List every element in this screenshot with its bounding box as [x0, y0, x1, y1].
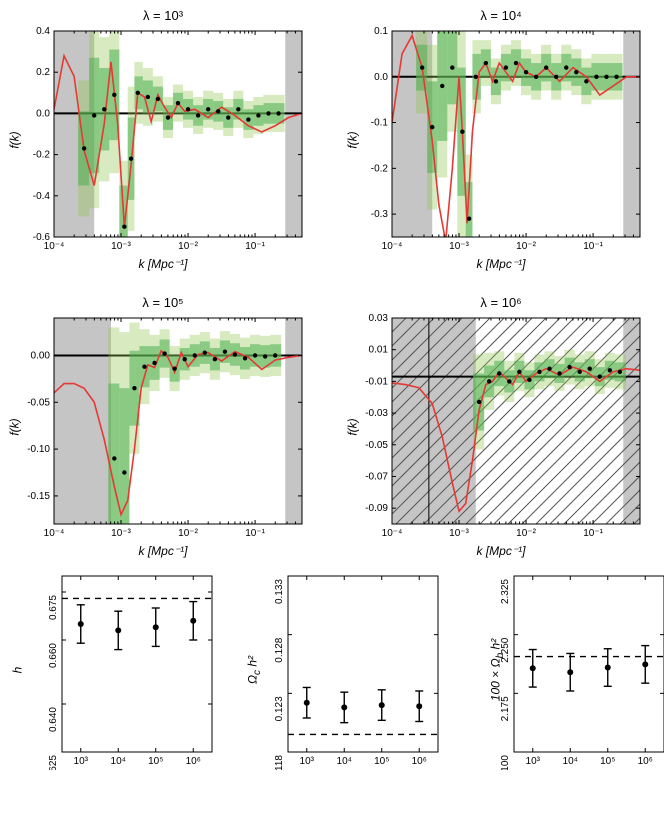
svg-text:10⁴: 10⁴ — [337, 756, 352, 767]
xlabel: k [Mpc⁻¹] — [346, 544, 656, 558]
svg-text:0.123: 0.123 — [274, 696, 285, 721]
svg-text:10³: 10³ — [526, 756, 541, 767]
svg-text:10⁻¹: 10⁻¹ — [583, 241, 603, 252]
svg-text:10⁴: 10⁴ — [563, 756, 578, 767]
svg-text:10⁻²: 10⁻² — [516, 241, 536, 252]
svg-text:10⁻³: 10⁻³ — [111, 528, 131, 539]
svg-text:0.2: 0.2 — [36, 67, 50, 78]
svg-text:10⁻²: 10⁻² — [178, 528, 198, 539]
svg-text:0.0: 0.0 — [374, 72, 388, 83]
param-panel: h0.6250.6400.6600.67510³10⁴10⁵10⁶ — [18, 570, 216, 770]
svg-text:2.325: 2.325 — [500, 579, 511, 604]
svg-text:-0.2: -0.2 — [33, 150, 51, 161]
panel-title: λ = 10³ — [8, 8, 318, 23]
fk-grid: λ = 10³f(k)-0.6-0.4-0.20.00.20.410⁻⁴10⁻³… — [8, 8, 656, 558]
svg-text:10³: 10³ — [300, 756, 315, 767]
svg-text:0.0: 0.0 — [36, 108, 50, 119]
svg-text:0.01: 0.01 — [369, 345, 389, 356]
svg-text:10⁵: 10⁵ — [148, 756, 163, 767]
svg-text:10⁻⁴: 10⁻⁴ — [44, 528, 65, 539]
param-panel: 100 × Ωb h²2.1002.1752.2502.32510³10⁴10⁵… — [470, 570, 664, 770]
svg-text:10⁻¹: 10⁻¹ — [245, 528, 265, 539]
svg-text:-0.10: -0.10 — [27, 444, 50, 455]
svg-text:0.128: 0.128 — [274, 637, 285, 662]
xlabel: k [Mpc⁻¹] — [8, 544, 318, 558]
svg-text:0.118: 0.118 — [274, 755, 285, 770]
ylabel: h — [10, 667, 24, 674]
svg-text:-0.03: -0.03 — [365, 408, 388, 419]
ylabel: f(k) — [8, 131, 22, 148]
svg-text:-0.2: -0.2 — [371, 163, 389, 174]
svg-text:0.4: 0.4 — [36, 26, 50, 37]
svg-text:10⁵: 10⁵ — [600, 756, 615, 767]
fk-panel: λ = 10⁶ f(k) -0.09 -0.07 -0.05 -0.03 -0.01 0.01… — [346, 295, 656, 558]
svg-text:-0.05: -0.05 — [365, 440, 388, 451]
xlabel: k [Mpc⁻¹] — [8, 257, 318, 271]
svg-text:10⁶: 10⁶ — [412, 756, 427, 767]
param-grid: h0.6250.6400.6600.67510³10⁴10⁵10⁶Ωc h²0.… — [18, 570, 652, 770]
svg-text:0.133: 0.133 — [274, 579, 285, 604]
fk-panel: λ = 10⁵ f(k) -0.15 -0.10 -0.05 0.00 10⁻⁴ 10⁻³ 10… — [8, 295, 318, 558]
svg-text:-0.05: -0.05 — [27, 397, 50, 408]
svg-text:-0.01: -0.01 — [365, 376, 388, 387]
xlabel: k [Mpc⁻¹] — [346, 257, 656, 271]
svg-text:10³: 10³ — [74, 756, 89, 767]
svg-text:0.640: 0.640 — [48, 707, 59, 732]
svg-text:10⁻³: 10⁻³ — [449, 241, 469, 252]
svg-text:0.03: 0.03 — [369, 313, 389, 324]
svg-text:-0.15: -0.15 — [27, 491, 50, 502]
svg-text:10⁵: 10⁵ — [374, 756, 389, 767]
svg-text:10⁶: 10⁶ — [186, 756, 201, 767]
svg-text:0.675: 0.675 — [48, 595, 59, 620]
ylabel: f(k) — [346, 131, 360, 148]
svg-text:10⁻⁴: 10⁻⁴ — [382, 241, 403, 252]
svg-text:-0.1: -0.1 — [371, 118, 389, 129]
svg-text:0.625: 0.625 — [48, 755, 59, 770]
panel-title: λ = 10⁴ — [346, 8, 656, 23]
param-panel: Ωc h² 0.118 0.123 0.128 0.133 10³ 10⁴ 10⁵ 10⁶ — [244, 570, 442, 770]
svg-text:0.660: 0.660 — [48, 643, 59, 668]
svg-text:10⁻²: 10⁻² — [516, 528, 536, 539]
ylabel: f(k) — [346, 418, 360, 435]
panel-title: λ = 10⁵ — [8, 295, 318, 310]
svg-text:10⁶: 10⁶ — [638, 756, 653, 767]
svg-text:10⁻⁴: 10⁻⁴ — [44, 241, 65, 252]
svg-text:10⁻³: 10⁻³ — [111, 241, 131, 252]
ylabel: Ωc h² — [245, 656, 262, 684]
svg-text:-0.09: -0.09 — [365, 503, 388, 514]
svg-text:-0.3: -0.3 — [371, 209, 389, 220]
fk-panel: λ = 10³f(k)-0.6-0.4-0.20.00.20.410⁻⁴10⁻³… — [8, 8, 318, 271]
svg-text:10⁻¹: 10⁻¹ — [245, 241, 265, 252]
svg-text:0.00: 0.00 — [31, 350, 51, 361]
svg-text:-0.07: -0.07 — [365, 471, 388, 482]
svg-text:10⁻²: 10⁻² — [178, 241, 198, 252]
panel-title: λ = 10⁶ — [346, 295, 656, 310]
svg-text:10⁻¹: 10⁻¹ — [583, 528, 603, 539]
svg-text:-0.4: -0.4 — [33, 191, 51, 202]
svg-text:10⁴: 10⁴ — [111, 756, 126, 767]
svg-text:2.100: 2.100 — [500, 755, 511, 770]
svg-text:10⁻³: 10⁻³ — [449, 528, 469, 539]
ylabel: 100 × Ωb h² — [489, 639, 506, 701]
svg-text:0.1: 0.1 — [374, 26, 388, 37]
ylabel: f(k) — [8, 418, 22, 435]
svg-text:10⁻⁴: 10⁻⁴ — [382, 528, 403, 539]
fk-panel: λ = 10⁴ f(k) -0.3 -0.2 -0.1 0.0 0.1 10⁻⁴ 10⁻³ 10⁻… — [346, 8, 656, 271]
